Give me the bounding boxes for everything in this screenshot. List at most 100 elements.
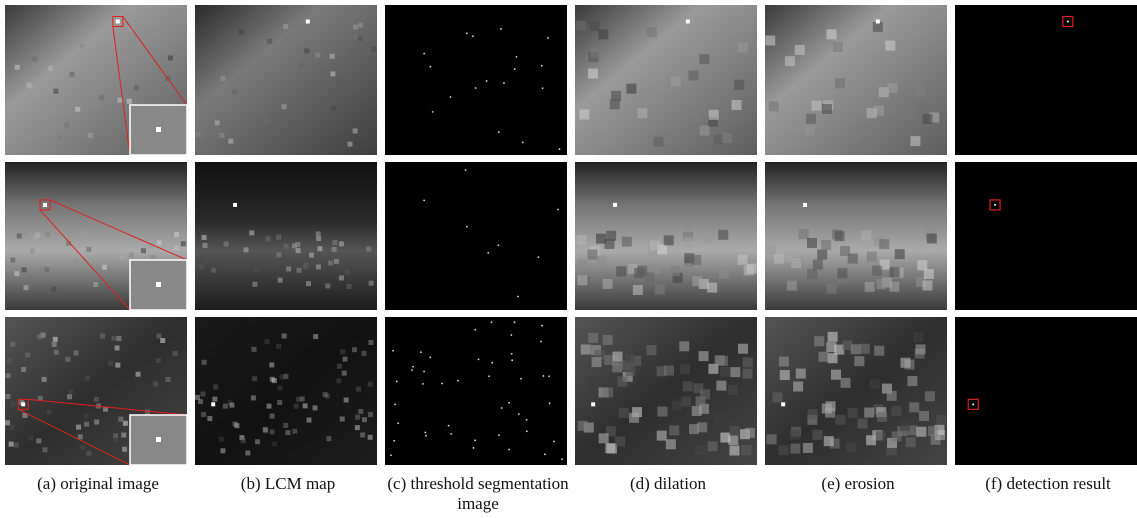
texture [887, 391, 897, 401]
texture [343, 357, 348, 362]
texture [211, 268, 216, 273]
texture [799, 229, 809, 239]
speck [450, 96, 452, 98]
texture [127, 99, 132, 104]
speck [500, 28, 502, 30]
texture [37, 334, 42, 339]
texture [700, 126, 710, 136]
texture [334, 259, 339, 264]
texture [313, 334, 318, 339]
texture [9, 442, 14, 447]
texture [165, 377, 170, 382]
texture [196, 132, 201, 137]
texture [265, 236, 270, 241]
texture [577, 235, 587, 245]
texture [45, 232, 50, 237]
texture [576, 21, 586, 31]
texture [369, 281, 374, 286]
texture [255, 439, 260, 444]
speck [498, 131, 500, 133]
texture [922, 281, 932, 291]
texture [767, 434, 777, 444]
speck [397, 422, 399, 424]
texture [200, 392, 205, 397]
texture [276, 252, 281, 257]
texture [807, 238, 817, 248]
texture [821, 240, 831, 250]
texture [622, 237, 632, 247]
texture [47, 409, 52, 414]
texture [269, 362, 274, 367]
texture [283, 244, 288, 249]
target [116, 20, 120, 24]
inset-target [156, 437, 161, 442]
texture [611, 91, 621, 101]
panel [195, 317, 377, 465]
texture [219, 133, 224, 138]
caption: (e) erosion [765, 474, 951, 494]
texture [719, 269, 729, 279]
texture [65, 357, 70, 362]
texture [337, 364, 342, 369]
texture [679, 341, 689, 351]
texture [864, 408, 874, 418]
texture [803, 443, 813, 453]
texture [926, 242, 936, 252]
texture [32, 56, 37, 61]
texture [742, 369, 752, 379]
texture [157, 240, 162, 245]
texture [919, 411, 929, 421]
texture [64, 123, 69, 128]
texture [213, 384, 218, 389]
texture [234, 423, 239, 428]
texture [837, 268, 847, 278]
texture [368, 340, 373, 345]
speck [465, 169, 467, 171]
target [972, 403, 974, 405]
speck [538, 256, 540, 258]
texture [867, 108, 877, 118]
texture [36, 438, 41, 443]
texture [730, 426, 740, 436]
speck [486, 80, 488, 82]
texture [738, 344, 748, 354]
texture [113, 437, 118, 442]
texture [134, 85, 139, 90]
texture [263, 427, 268, 432]
speck [553, 440, 555, 442]
texture [681, 397, 691, 407]
texture [251, 347, 256, 352]
texture [75, 107, 80, 112]
texture [579, 110, 589, 120]
texture [708, 364, 718, 374]
texture [285, 430, 290, 435]
texture [241, 438, 246, 443]
texture [700, 389, 710, 399]
target [211, 402, 215, 406]
target [994, 204, 996, 206]
speck [487, 252, 489, 254]
texture [699, 54, 709, 64]
texture [119, 255, 124, 260]
texture [876, 431, 886, 441]
texture [889, 282, 899, 292]
texture [828, 353, 838, 363]
texture [795, 45, 805, 55]
texture [244, 247, 249, 252]
texture [869, 379, 879, 389]
texture [224, 241, 229, 246]
texture [44, 267, 49, 272]
texture [709, 110, 719, 120]
texture [718, 230, 728, 240]
texture [637, 266, 647, 276]
texture [848, 408, 858, 418]
texture [136, 372, 141, 377]
texture [704, 234, 714, 244]
texture [221, 76, 226, 81]
texture [295, 242, 300, 247]
speck [514, 68, 516, 70]
texture [340, 416, 345, 421]
speck [544, 453, 546, 455]
texture [683, 381, 693, 391]
texture [294, 404, 299, 409]
